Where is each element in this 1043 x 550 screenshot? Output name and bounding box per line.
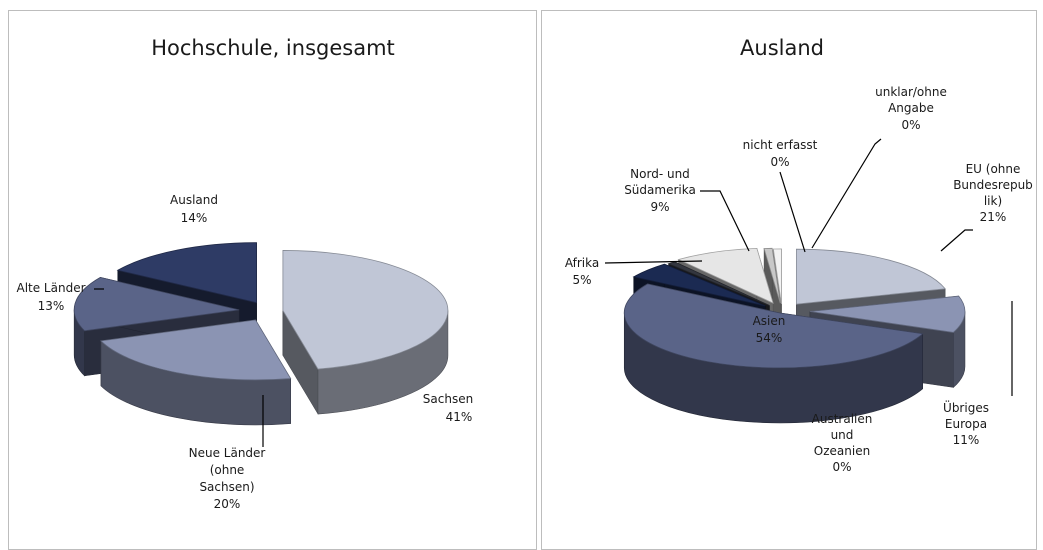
chart-panel-hochschule: Hochschule, insgesamt Sachsen 41% Neue Länd… — [8, 10, 537, 550]
slice-label-australien-und-ozeanien: Ozeanien — [814, 444, 870, 458]
slice-label-übriges-europa: Europa — [945, 417, 987, 431]
pie-slice-nord-und-südamerika — [677, 247, 774, 304]
slice-label-asien: Asien — [753, 314, 786, 328]
data-label-nicht-erfasst: 0% — [770, 155, 789, 169]
slice-label-ausland: Ausland — [170, 193, 218, 207]
slice-label-neue-länder-ohne-sachsen: Neue Länder — [189, 446, 266, 460]
slice-label-nicht-erfasst: nicht erfasst — [743, 138, 818, 152]
pie-tops-ausland — [623, 247, 966, 369]
pie-slice-afrika — [632, 263, 766, 307]
data-label-eu-ohne-bundesrepublik: 21% — [980, 210, 1007, 224]
data-label-neue-länder-ohne-sachsen: 20% — [214, 497, 241, 511]
slice-label-sachsen: Sachsen — [423, 392, 473, 406]
slice-label-neue-länder-ohne-sachsen: Sachsen) — [199, 480, 254, 494]
pie-chart-ausland: Ausland EU (ohne Bundesrepub lik) 21% Übriges… — [565, 36, 1033, 474]
slice-label-australien-und-ozeanien: Australien — [812, 412, 873, 426]
data-label-übriges-europa: 11% — [953, 433, 980, 447]
pie-slice-asien — [623, 283, 924, 369]
slice-label-afrika: Afrika — [565, 256, 599, 270]
slice-label-nord-und-südamerika: Südamerika — [624, 183, 696, 197]
pie-slice-eu-ohne-bundesrepublik — [795, 248, 946, 305]
data-label-unklar-ohne-angabe: 0% — [901, 118, 920, 132]
data-label-alte-länder: 13% — [38, 299, 65, 313]
pie-slice-ausland — [116, 242, 257, 304]
leader-line-unklar-ohne-angabe — [811, 138, 882, 249]
pie-slice-alte-länder — [73, 276, 240, 332]
slice-label-eu-ohne-bundesrepublik: EU (ohne — [966, 162, 1021, 176]
leader-line-nord-und-südamerika — [700, 190, 750, 252]
leader-line-eu-ohne-bundesrepublik — [940, 229, 973, 252]
slice-label-neue-länder-ohne-sachsen: (ohne — [210, 463, 245, 477]
slice-label-übriges-europa: Übriges — [943, 399, 989, 415]
pie-tops-hochschule — [73, 242, 449, 381]
slice-label-nord-und-südamerika: Nord- und — [630, 167, 690, 181]
slice-label-australien-und-ozeanien: und — [831, 428, 854, 442]
leader-line-nicht-erfasst — [779, 171, 806, 253]
chart-title-ausland: Ausland — [740, 36, 824, 60]
data-label-asien: 54% — [756, 331, 783, 345]
slice-label-eu-ohne-bundesrepublik: lik) — [984, 194, 1002, 208]
data-label-afrika: 5% — [572, 273, 591, 287]
chart-panel-ausland: Ausland EU (ohne Bundesrepub lik) 21% Übriges… — [541, 10, 1037, 550]
pie-slice-sachsen — [282, 250, 449, 370]
slice-label-unklar-ohne-angabe: Angabe — [888, 101, 934, 115]
data-label-ausland: 14% — [181, 211, 208, 225]
chart-title-hochschule: Hochschule, insgesamt — [151, 36, 395, 60]
pie-slice-übriges-europa — [809, 295, 966, 333]
slice-label-alte-länder: Alte Länder — [16, 281, 85, 295]
data-label-sachsen: 41% — [446, 410, 473, 424]
pie-chart-hochschule: Hochschule, insgesamt Sachsen 41% Neue Länd… — [16, 36, 473, 511]
pie-slice-unklar-ohne-angabe — [772, 248, 782, 304]
pie-slice-neue-länder-ohne-sachsen — [100, 319, 292, 381]
leader-line-afrika — [604, 260, 703, 264]
data-label-nord-und-südamerika: 9% — [650, 200, 669, 214]
slice-label-unklar-ohne-angabe: unklar/ohne — [875, 85, 947, 99]
slice-label-eu-ohne-bundesrepublik: Bundesrepub — [953, 178, 1033, 192]
data-label-australien-und-ozeanien: 0% — [832, 460, 851, 474]
pie-slice-nicht-erfasst — [763, 247, 781, 304]
